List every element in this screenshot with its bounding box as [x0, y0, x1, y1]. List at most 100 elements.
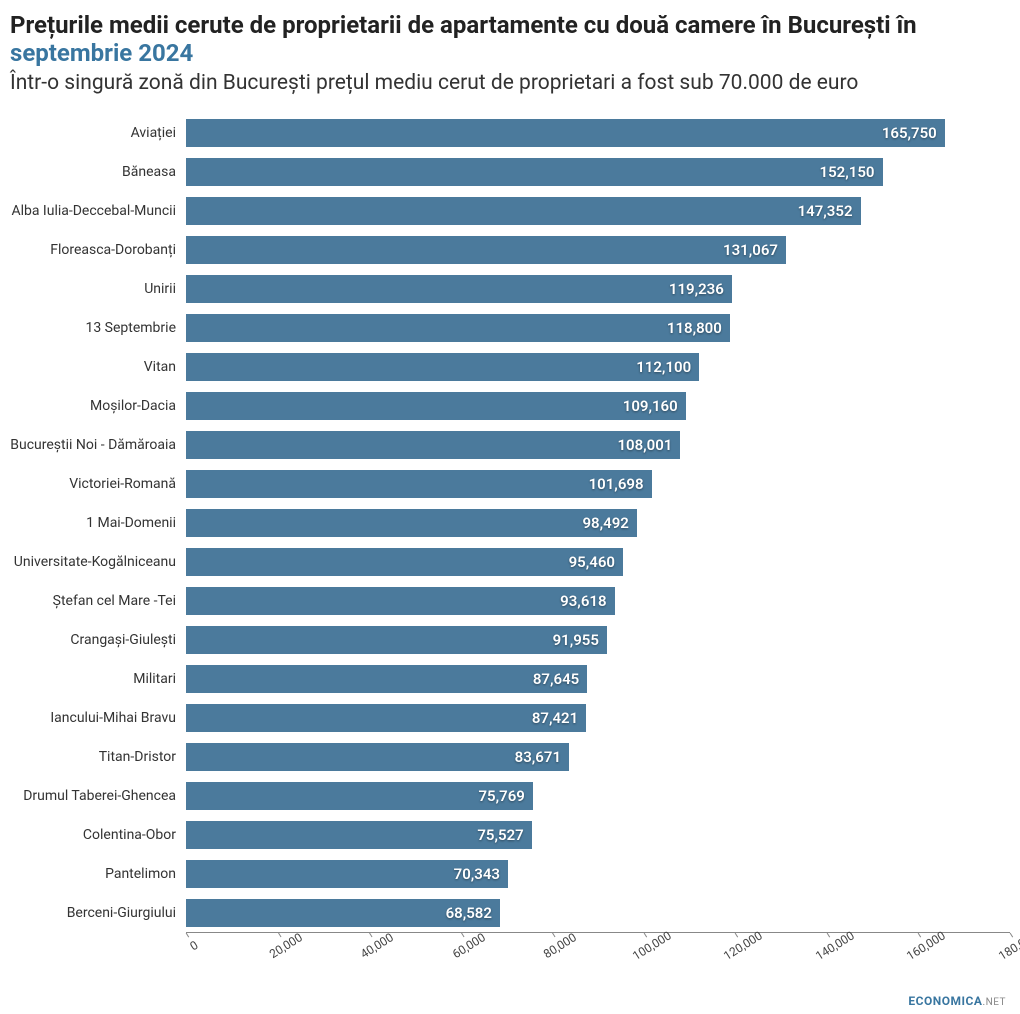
- x-axis: 020,00040,00060,00080,000100,000120,0001…: [186, 932, 1010, 982]
- category-label: Titan-Dristor: [10, 749, 186, 765]
- category-label: Colentina-Obor: [10, 827, 186, 843]
- category-label: Drumul Taberei-Ghencea: [10, 788, 186, 804]
- chart-title: Prețurile medii cerute de proprietarii d…: [10, 12, 1010, 67]
- category-label: Aviației: [10, 125, 186, 141]
- bar-value-label: 118,800: [667, 319, 722, 337]
- bar-row: Colentina-Obor 75,527: [10, 815, 1010, 854]
- bar-row: Băneasa 152,150: [10, 152, 1010, 191]
- bar-track: 75,527: [186, 815, 1010, 854]
- bar: 165,750: [186, 119, 945, 147]
- bar-row: Alba Iulia-Deccebal-Muncii147,352: [10, 191, 1010, 230]
- bar-value-label: 95,460: [569, 553, 615, 571]
- bar-track: 119,236: [186, 269, 1010, 308]
- bar-value-label: 119,236: [669, 280, 724, 298]
- bar: 119,236: [186, 275, 732, 303]
- category-label: Ștefan cel Mare -Tei: [10, 593, 186, 609]
- bar-row: Crangași-Giulești 91,955: [10, 620, 1010, 659]
- bar-row: Iancului-Mihai Bravu 87,421: [10, 698, 1010, 737]
- bar-track: 68,582: [186, 893, 1010, 932]
- bar-row: Vitan 112,100: [10, 347, 1010, 386]
- bar-track: 70,343: [186, 854, 1010, 893]
- bar-track: 147,352: [186, 191, 1010, 230]
- bar-value-label: 152,150: [820, 163, 875, 181]
- bar-track: 75,769: [186, 776, 1010, 815]
- category-label: Floreasca-Dorobanți: [10, 242, 186, 258]
- category-label: Pantelimon: [10, 866, 186, 882]
- bar: 75,769: [186, 782, 533, 810]
- bar-value-label: 68,582: [446, 904, 492, 922]
- bar-value-label: 112,100: [636, 358, 691, 376]
- source-brand: ECONOMICA.NET: [908, 994, 1006, 1008]
- title-highlight: septembrie 2024: [10, 39, 193, 67]
- bar-row: Bucureștii Noi - Dămăroaia108,001: [10, 425, 1010, 464]
- bar-track: 95,460: [186, 542, 1010, 581]
- bar-value-label: 91,955: [553, 631, 599, 649]
- bar: 83,671: [186, 743, 569, 771]
- category-label: Moșilor-Dacia: [10, 398, 186, 414]
- bar-track: 165,750: [186, 113, 1010, 152]
- bar-track: 101,698: [186, 464, 1010, 503]
- bar: 87,645: [186, 665, 587, 693]
- bar: 68,582: [186, 899, 500, 927]
- category-label: Unirii: [10, 281, 186, 297]
- bar-value-label: 101,698: [589, 475, 644, 493]
- category-label: Iancului-Mihai Bravu: [10, 710, 186, 726]
- bar-value-label: 87,645: [533, 670, 579, 688]
- bar: 109,160: [186, 392, 686, 420]
- bar-track: 93,618: [186, 581, 1010, 620]
- bar-value-label: 93,618: [560, 592, 606, 610]
- bar-row: Victoriei-Romană 101,698: [10, 464, 1010, 503]
- bar-value-label: 70,343: [454, 865, 500, 883]
- bar-row: 1 Mai-Domenii 98,492: [10, 503, 1010, 542]
- bar-value-label: 131,067: [723, 241, 778, 259]
- bar-value-label: 87,421: [532, 709, 578, 727]
- bar-value-label: 109,160: [623, 397, 678, 415]
- bar: 87,421: [186, 704, 586, 732]
- bar-track: 83,671: [186, 737, 1010, 776]
- category-label: Băneasa: [10, 164, 186, 180]
- bar-track: 118,800: [186, 308, 1010, 347]
- bar: 75,527: [186, 821, 532, 849]
- category-label: Berceni-Giurgiului: [10, 905, 186, 921]
- category-label: 1 Mai-Domenii: [10, 515, 186, 531]
- bar-track: 131,067: [186, 230, 1010, 269]
- category-label: 13 Septembrie: [10, 320, 186, 336]
- bar-track: 109,160: [186, 386, 1010, 425]
- bar: 101,698: [186, 470, 652, 498]
- bar-value-label: 165,750: [882, 124, 937, 142]
- bar-row: Titan-Dristor83,671: [10, 737, 1010, 776]
- category-label: Universitate-Kogălniceanu: [10, 554, 186, 570]
- category-label: Crangași-Giulești: [10, 632, 186, 648]
- bar: 93,618: [186, 587, 615, 615]
- bar-row: Aviației 165,750: [10, 113, 1010, 152]
- bar: 98,492: [186, 509, 637, 537]
- bar-row: Floreasca-Dorobanți 131,067: [10, 230, 1010, 269]
- category-label: Vitan: [10, 359, 186, 375]
- bar-value-label: 108,001: [617, 436, 672, 454]
- bar: 118,800: [186, 314, 730, 342]
- bar-row: Universitate-Kogălniceanu 95,460: [10, 542, 1010, 581]
- category-label: Militari: [10, 671, 186, 687]
- bar-value-label: 75,527: [477, 826, 523, 844]
- bar-row: 13 Septembrie 118,800: [10, 308, 1010, 347]
- bar-track: 108,001: [186, 425, 1010, 464]
- chart-subtitle: Într-o singură zonă din București prețul…: [10, 71, 1010, 95]
- category-label: Alba Iulia-Deccebal-Muncii: [10, 203, 186, 219]
- bar: 152,150: [186, 158, 883, 186]
- bar: 112,100: [186, 353, 699, 381]
- title-prefix: Prețurile medii cerute de proprietarii d…: [10, 11, 917, 39]
- bar: 91,955: [186, 626, 607, 654]
- bar-value-label: 98,492: [582, 514, 628, 532]
- price-bar-chart: Aviației 165,750 Băneasa 152,150 Alba Iulia-…: [10, 113, 1010, 982]
- bar-row: Ștefan cel Mare -Tei 93,618: [10, 581, 1010, 620]
- bar: 95,460: [186, 548, 623, 576]
- bar-track: 87,421: [186, 698, 1010, 737]
- bar: 70,343: [186, 860, 508, 888]
- bar-track: 98,492: [186, 503, 1010, 542]
- bar-track: 87,645: [186, 659, 1010, 698]
- category-label: Victoriei-Romană: [10, 476, 186, 492]
- bar: 147,352: [186, 197, 861, 225]
- bar: 108,001: [186, 431, 680, 459]
- bar-row: Militari 87,645: [10, 659, 1010, 698]
- x-tick: 0: [183, 931, 200, 953]
